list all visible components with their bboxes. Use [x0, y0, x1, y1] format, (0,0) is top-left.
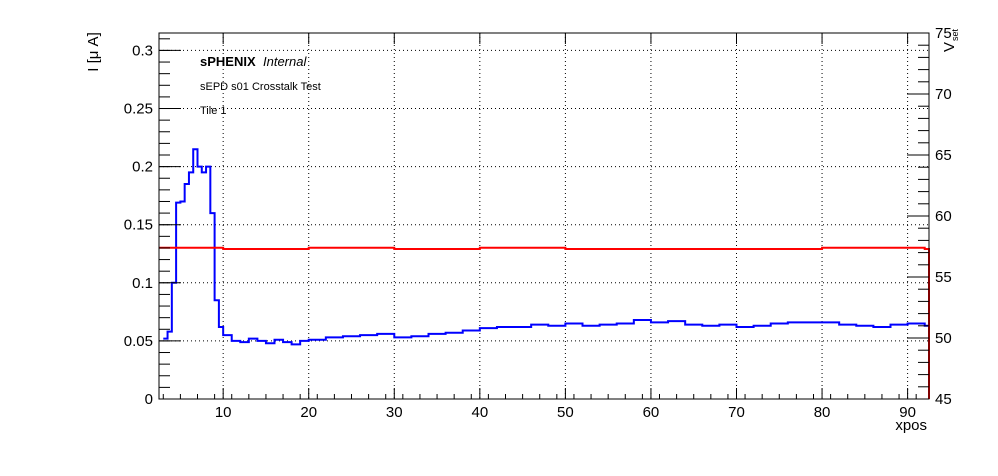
- x-tick-label: 10: [215, 404, 232, 421]
- y-axis-label-right-sub: set: [950, 28, 960, 41]
- y-tick-label-left: 0.3: [132, 42, 153, 59]
- y-axis-label-right-main: V: [941, 42, 958, 52]
- x-tick-label: 60: [643, 404, 660, 421]
- y-tick-label-left: 0: [145, 391, 153, 408]
- y-tick-label-right: 75: [935, 25, 952, 42]
- plot-series: [159, 148, 930, 399]
- x-tick-label: 70: [728, 404, 745, 421]
- y-tick-label-right: 60: [935, 208, 952, 225]
- y-tick-label-left: 0.05: [124, 333, 153, 350]
- experiment-label: sPHENIX: [200, 54, 256, 69]
- chart-subtitle: sEPD s01 Crosstalk Test: [200, 81, 321, 93]
- status-label: Internal: [263, 54, 307, 69]
- y-axis-label-left: I [μ A]: [85, 32, 102, 72]
- tile-label: Tile 1: [200, 105, 227, 117]
- y-tick-label-right: 65: [935, 147, 952, 164]
- series-line-current: [163, 148, 929, 346]
- x-tick-label: 40: [471, 404, 488, 421]
- x-tick-label: 20: [300, 404, 317, 421]
- x-tick-label: 80: [814, 404, 831, 421]
- x-tick-label: 30: [386, 404, 403, 421]
- y-axis-label-right: V set: [941, 28, 960, 52]
- y-tick-label-left: 0.25: [124, 101, 153, 118]
- y-tick-label-right: 70: [935, 86, 952, 103]
- y-tick-label-left: 0.1: [132, 275, 153, 292]
- y-tick-label-left: 0.15: [124, 217, 153, 234]
- y-tick-label-left: 0.2: [132, 159, 153, 176]
- x-tick-label: 50: [557, 404, 574, 421]
- axis-ticks: 10 20 30 40 50 60 70 80 90 0 0.05 0.1 0.15 0.2 0.25 0.3…: [124, 25, 952, 421]
- y-tick-label-right: 50: [935, 330, 952, 347]
- x-tick-label: 90: [899, 404, 916, 421]
- y-tick-label-right: 45: [935, 391, 952, 408]
- x-axis-label: xpos: [895, 417, 927, 434]
- series-line-voltage: [159, 246, 930, 399]
- annotation-block: sPHENIX Internal sEPD s01 Crosstalk Test…: [200, 54, 321, 117]
- y-tick-label-right: 55: [935, 269, 952, 286]
